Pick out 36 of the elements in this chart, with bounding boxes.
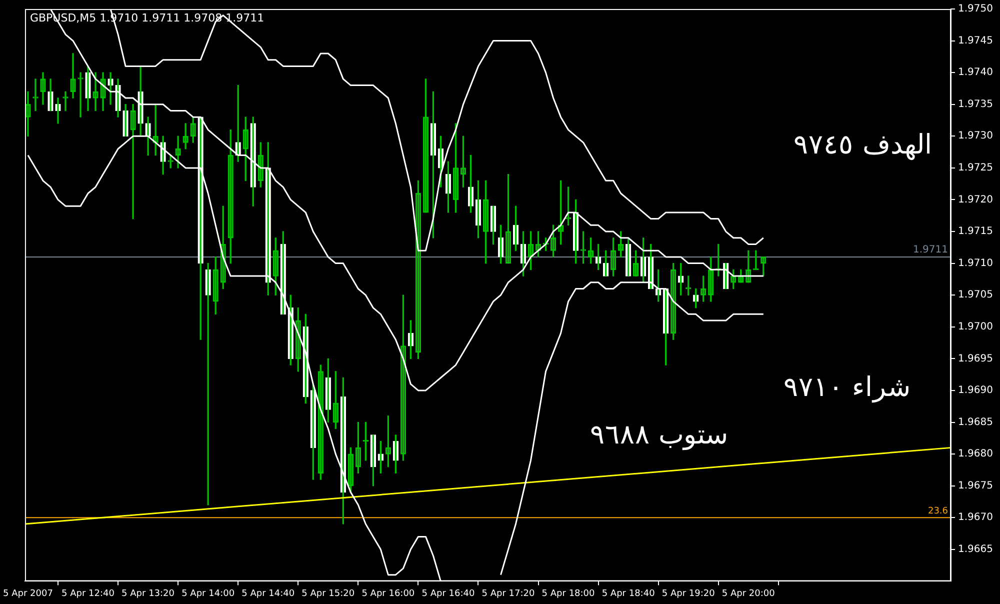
y-tick-label: 1.9745 (958, 35, 994, 46)
y-tick-label: 1.9715 (958, 226, 994, 238)
y-tick-label: 1.9720 (958, 194, 994, 206)
y-tick-label: 1.9685 (958, 416, 994, 428)
y-tick-label: 1.9710 (958, 258, 994, 269)
annotation: الهدف ٩٧٤٥ (794, 129, 932, 160)
x-tick-label: 5 Apr 14:40 (242, 588, 295, 599)
y-tick-label: 1.9695 (958, 353, 994, 364)
x-tick-label: 5 Apr 14:00 (182, 588, 235, 599)
y-tick-label: 1.9705 (958, 290, 994, 301)
x-tick-label: 5 Apr 18:40 (602, 588, 656, 599)
y-tick-label: 1.9700 (958, 321, 994, 332)
annotation: شراء ٩٧١٠ (783, 372, 912, 403)
y-tick-label: 1.9675 (958, 480, 994, 492)
y-tick-label: 1.9690 (958, 385, 994, 396)
ref-line-label: 1.9711 (913, 244, 948, 256)
y-tick-label: 1.9725 (958, 162, 994, 174)
annotation: 23.6 (928, 506, 948, 516)
y-tick-label: 1.9670 (958, 512, 994, 524)
y-tick-label: 1.9735 (958, 98, 994, 110)
x-tick-label: 5 Apr 19:20 (662, 588, 716, 599)
y-tick-label: 1.9680 (958, 448, 994, 460)
y-tick-label: 1.9730 (958, 130, 994, 142)
x-tick-label: 5 Apr 16:00 (362, 588, 415, 599)
annotation: ستوب ٩٦٨٨ (590, 419, 729, 450)
x-tick-label: 5 Apr 17:20 (482, 588, 535, 599)
y-tick-label: 1.9665 (958, 544, 994, 556)
x-tick-label: 5 Apr 12:40 (62, 588, 115, 599)
x-tick-label: 5 Apr 13:20 (122, 588, 175, 599)
y-tick-label: 1.9740 (958, 67, 994, 78)
x-tick-label: 5 Apr 15:20 (302, 588, 355, 599)
x-tick-label: 5 Apr 18:00 (542, 588, 596, 599)
x-tick-label: 5 Apr 16:40 (422, 588, 475, 599)
x-tick-label: 5 Apr 2007 (3, 588, 53, 599)
x-tick-label: 5 Apr 20:00 (722, 588, 776, 599)
y-tick-label: 1.9750 (958, 4, 994, 15)
